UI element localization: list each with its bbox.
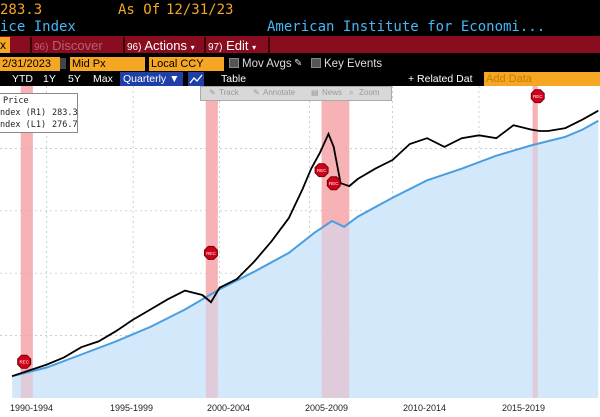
track-icon[interactable]: ✎ bbox=[209, 88, 216, 97]
chevron-down-icon: ▼ bbox=[169, 73, 180, 85]
parameter-bar: 2/31/2023 Mid Px Local CCY Mov Avgs ✎ Ke… bbox=[0, 56, 600, 72]
x-axis-strip bbox=[0, 398, 600, 417]
x-tick-label: 1990-1994 bbox=[10, 403, 53, 413]
recession-band-overlay bbox=[532, 86, 538, 398]
edit-label: Edit bbox=[226, 38, 249, 53]
zoom-button[interactable]: Zoom bbox=[359, 88, 380, 97]
range-ytd[interactable]: YTD bbox=[12, 73, 33, 85]
toolbar-divider bbox=[123, 37, 125, 54]
annotate-button[interactable]: Annotate bbox=[263, 88, 296, 97]
recession-marker-label: REC bbox=[329, 181, 339, 186]
zoom-icon[interactable]: ⌕ bbox=[349, 88, 354, 97]
function-toolbar: x 96) Discover 96) Actions ▾ 97) Edit ▾ bbox=[0, 36, 600, 55]
recession-marker-label: REC bbox=[533, 94, 543, 99]
annotate-icon[interactable]: ✎ bbox=[253, 88, 260, 97]
actions-button[interactable]: 96) Actions ▾ bbox=[127, 37, 195, 54]
last-value: 283.3 bbox=[0, 2, 43, 18]
data-source: American Institute for Economi... bbox=[267, 19, 546, 35]
recession-marker-icon bbox=[204, 245, 218, 260]
recession-marker-label: REC bbox=[317, 168, 327, 173]
range-5y[interactable]: 5Y bbox=[68, 73, 81, 85]
x-tick-label: 2015-2019 bbox=[502, 403, 545, 413]
periodicity-label: Quarterly bbox=[123, 73, 167, 85]
toolbar-divider bbox=[268, 37, 270, 54]
related-data-button[interactable]: + Related Dat bbox=[408, 73, 473, 85]
recession-marker-icon bbox=[530, 89, 545, 104]
line-chart-icon[interactable] bbox=[188, 72, 204, 86]
recession-marker-label: REC bbox=[206, 251, 216, 256]
price-chart[interactable]: REC REC REC REC REC 1990-1994 1995-1999 2000-20… bbox=[0, 86, 600, 417]
header-bar: 283.3 As Of 12/31/23 bbox=[0, 0, 600, 20]
l1-area bbox=[12, 120, 599, 399]
r1-series-line bbox=[11, 109, 599, 378]
recession-marker-icon bbox=[326, 176, 341, 191]
mov-avgs-checkbox[interactable] bbox=[229, 58, 239, 68]
range-max[interactable]: Max bbox=[93, 73, 113, 85]
chart-area[interactable]: REC REC REC REC REC 1990-1994 1995-1999 2000-20… bbox=[0, 86, 600, 417]
discover-label: Discover bbox=[52, 38, 103, 53]
currency-select[interactable]: Local CCY bbox=[149, 57, 224, 71]
discover-button[interactable]: 96) Discover bbox=[34, 37, 103, 54]
legend-l1-label: ndex (L1) bbox=[0, 120, 47, 130]
news-icon[interactable]: ▤ bbox=[311, 88, 319, 97]
news-button[interactable]: News bbox=[322, 88, 343, 97]
recession-band-overlay bbox=[205, 86, 218, 398]
legend-r1-value: 283.3 bbox=[52, 108, 78, 118]
range-1y[interactable]: 1Y bbox=[43, 73, 56, 85]
mov-avgs-label: Mov Avgs bbox=[242, 58, 292, 70]
security-cell[interactable]: x bbox=[0, 37, 10, 53]
legend-r1-label: ndex (R1) bbox=[0, 108, 47, 118]
chart-legend: Price ndex (R1) 283.3 ndex (L1) 276.7 bbox=[0, 93, 78, 133]
x-tick-label: 1995-1999 bbox=[110, 403, 153, 413]
chart-toolbar: ✎ Track ✎ Annotate ▤ News ⌕ Zoom bbox=[200, 86, 392, 101]
index-name: ice Index bbox=[0, 19, 76, 35]
pencil-icon[interactable]: ✎ bbox=[294, 58, 303, 69]
add-data-input[interactable]: Add Data bbox=[484, 72, 600, 86]
x-tick-label: 2010-2014 bbox=[403, 403, 446, 413]
key-events-checkbox[interactable] bbox=[311, 58, 321, 68]
recession-band bbox=[20, 86, 33, 398]
as-of-date: 12/31/23 bbox=[166, 2, 234, 18]
line-chart-glyph bbox=[189, 74, 203, 84]
edit-button[interactable]: 97) Edit ▾ bbox=[208, 37, 256, 54]
legend-title: Price bbox=[3, 96, 29, 106]
as-of-label: As Of bbox=[118, 2, 161, 18]
actions-label: Actions bbox=[144, 38, 187, 53]
recession-band-overlay bbox=[321, 86, 350, 398]
chevron-down-icon: ▾ bbox=[252, 43, 257, 52]
table-button[interactable]: Table bbox=[221, 73, 247, 85]
date-input[interactable]: 2/31/2023 bbox=[0, 57, 60, 71]
toolbar-divider bbox=[204, 37, 206, 54]
recession-marker-label: REC bbox=[19, 360, 29, 365]
toolbar-divider bbox=[30, 37, 32, 54]
recession-band-overlay bbox=[20, 86, 33, 398]
actions-num: 96) bbox=[127, 42, 142, 53]
field-select[interactable]: Mid Px bbox=[70, 57, 145, 71]
periodicity-select[interactable]: Quarterly ▼ bbox=[120, 72, 183, 86]
calendar-icon[interactable] bbox=[60, 58, 66, 69]
key-events-label: Key Events bbox=[324, 58, 383, 70]
l1-series-line bbox=[11, 119, 599, 378]
x-tick-label: 2000-2004 bbox=[207, 403, 250, 413]
chevron-down-icon: ▾ bbox=[190, 43, 195, 52]
legend-l1-value: 276.7 bbox=[52, 120, 78, 130]
range-bar: YTD 1Y 5Y Max Quarterly ▼ Table + Relate… bbox=[0, 72, 600, 86]
index-name-bar: ice Index American Institute for Economi… bbox=[0, 18, 600, 36]
track-button[interactable]: Track bbox=[219, 88, 239, 97]
discover-num: 96) bbox=[34, 42, 49, 53]
recession-marker-icon bbox=[314, 163, 329, 178]
edit-num: 97) bbox=[208, 42, 223, 53]
x-tick-label: 2005-2009 bbox=[305, 403, 348, 413]
recession-marker-icon bbox=[17, 354, 32, 369]
